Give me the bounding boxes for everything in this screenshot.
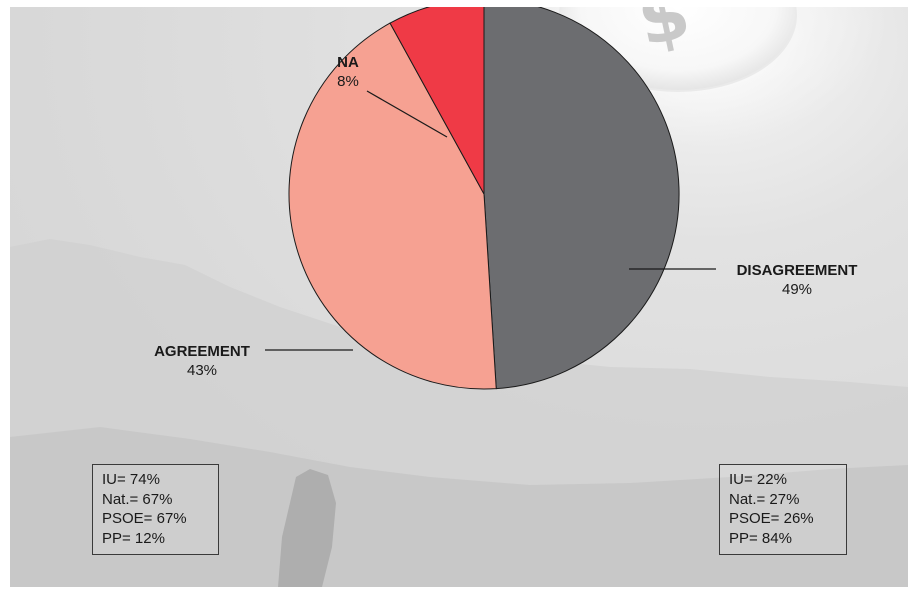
agreement-party-breakdown: IU= 74% Nat.= 67% PSOE= 67% PP= 12% (92, 464, 219, 555)
label-disagreement: DISAGREEMENT 49% (629, 262, 857, 298)
pie-slices (288, 7, 680, 390)
label-agreement: AGREEMENT 43% (154, 343, 353, 379)
figure-silhouette (278, 469, 336, 587)
disagreement-nat: Nat.= 27% (729, 490, 800, 508)
agreement-psoe: PSOE= 67% (102, 510, 187, 527)
pie-slice-disagreement (483, 7, 680, 390)
agreement-iu: IU= 74% (102, 471, 160, 488)
slice-percent-agreement: 43% (187, 362, 217, 379)
leader-line-na (366, 90, 448, 138)
agreement-nat: Nat.= 67% (102, 490, 173, 508)
agreement-pp: PP= 12% (102, 529, 165, 547)
chart-canvas: $ DISAGREEMENT 49% AGREEMENT 43% NA 8% (10, 7, 908, 587)
disagreement-pp: PP= 84% (729, 529, 792, 547)
disagreement-psoe: PSOE= 26% (729, 510, 814, 527)
slice-percent-disagreement: 49% (782, 281, 812, 298)
slice-label-na: NA (337, 54, 359, 71)
pie-chart: DISAGREEMENT 49% AGREEMENT 43% NA 8% (154, 7, 857, 390)
disagreement-iu: IU= 22% (729, 471, 787, 488)
slice-label-agreement: AGREEMENT (154, 343, 250, 360)
pie-slice-na (389, 7, 485, 195)
pie-labels: DISAGREEMENT 49% AGREEMENT 43% NA 8% (154, 54, 857, 379)
slice-percent-na: 8% (337, 73, 359, 90)
label-na: NA 8% (337, 54, 448, 138)
foreground-ground (10, 427, 908, 587)
disagreement-party-breakdown: IU= 22% Nat.= 27% PSOE= 26% PP= 84% (719, 464, 847, 555)
slice-label-disagreement: DISAGREEMENT (737, 262, 858, 279)
pie-slice-agreement (288, 22, 497, 390)
